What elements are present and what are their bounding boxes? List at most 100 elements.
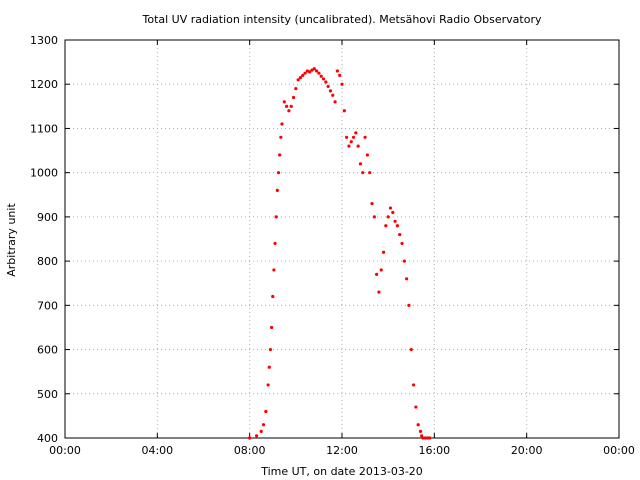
x-tick-label: 04:00 <box>141 444 173 457</box>
data-point <box>400 241 404 246</box>
data-point <box>379 268 383 272</box>
data-point <box>409 347 413 352</box>
data-point <box>276 171 281 175</box>
data-point <box>303 71 307 75</box>
data-point <box>298 75 303 80</box>
data-point <box>377 290 381 294</box>
data-point <box>259 429 263 433</box>
data-point <box>372 215 376 219</box>
data-point <box>289 104 293 108</box>
data-point <box>358 162 363 166</box>
data-point <box>264 409 268 414</box>
data-point <box>349 140 353 144</box>
data-point <box>365 153 369 157</box>
data-point <box>361 171 365 175</box>
data-point <box>402 259 406 263</box>
y-axis-label: Arbitrary unit <box>5 203 18 277</box>
x-tick-label: 08:00 <box>234 444 266 457</box>
data-point <box>296 78 300 82</box>
y-tick-label: 400 <box>37 432 58 445</box>
data-point <box>308 70 312 74</box>
data-point <box>267 365 271 369</box>
gridlines <box>65 40 619 438</box>
data-point <box>388 206 393 210</box>
y-tick-label: 1000 <box>30 167 58 180</box>
data-point <box>370 202 374 206</box>
data-point <box>395 224 399 228</box>
data-point <box>326 84 330 89</box>
data-point <box>269 325 274 330</box>
plot-frame <box>64 39 620 439</box>
data-point <box>301 73 305 77</box>
data-point <box>340 82 344 86</box>
data-point <box>398 232 402 237</box>
data-point <box>354 131 358 135</box>
y-tick-label: 1200 <box>30 78 58 91</box>
y-tick-label: 600 <box>37 344 58 357</box>
data-point <box>347 144 351 148</box>
data-point <box>386 215 390 219</box>
data-point <box>261 423 266 427</box>
data-point <box>368 171 372 175</box>
data-point <box>335 69 339 73</box>
data-point <box>272 268 276 272</box>
data-point <box>363 135 367 139</box>
data-point <box>421 436 425 440</box>
data-point <box>351 135 356 139</box>
x-axis-label: Time UT, on date 2013-03-20 <box>260 465 423 478</box>
data-point <box>405 277 409 281</box>
data-point <box>338 73 342 77</box>
data-point <box>384 224 388 228</box>
data-point <box>282 100 286 104</box>
y-tick-label: 1300 <box>30 34 58 47</box>
data-point <box>291 95 296 100</box>
data-point <box>407 303 411 307</box>
data-series <box>248 67 432 440</box>
data-point <box>345 135 349 139</box>
x-tick-label: 00:00 <box>49 444 81 457</box>
data-point <box>273 241 277 246</box>
data-point <box>274 215 278 219</box>
data-point <box>285 104 289 108</box>
y-tick-label: 800 <box>37 255 58 268</box>
x-tick-label: 12:00 <box>326 444 358 457</box>
x-tick-label: 20:00 <box>511 444 543 457</box>
data-point <box>275 188 279 192</box>
data-point <box>333 100 337 104</box>
data-point <box>331 93 335 97</box>
data-point <box>266 383 270 387</box>
data-point <box>418 429 423 433</box>
data-point <box>425 436 430 440</box>
data-point <box>324 80 328 84</box>
data-point <box>375 272 379 276</box>
data-point <box>268 347 273 352</box>
data-point <box>391 210 395 215</box>
chart-title: Total UV radiation intensity (uncalibrat… <box>142 13 542 26</box>
y-tick-label: 1100 <box>30 122 58 135</box>
axis-ticks: 400 500 600 700 800 900 1000 1100 1200 1300 00:00 0… <box>30 34 635 457</box>
data-point <box>280 122 284 126</box>
data-point <box>328 89 333 93</box>
data-point <box>294 87 298 91</box>
data-point <box>312 67 316 71</box>
data-point <box>428 436 432 440</box>
data-point <box>279 135 283 139</box>
data-point <box>423 436 427 440</box>
y-tick-label: 900 <box>37 211 58 224</box>
data-point <box>416 423 420 427</box>
data-point <box>287 109 291 113</box>
data-point <box>381 250 386 254</box>
data-point <box>315 69 319 73</box>
data-point <box>356 144 360 148</box>
data-point <box>321 77 326 81</box>
data-point <box>319 74 323 78</box>
data-point <box>278 153 282 157</box>
x-tick-label: 16:00 <box>418 444 450 457</box>
data-point <box>414 405 418 409</box>
data-point <box>248 436 252 440</box>
data-point <box>342 109 346 113</box>
data-point <box>271 294 275 299</box>
y-tick-label: 700 <box>37 299 58 312</box>
data-point <box>411 383 416 387</box>
